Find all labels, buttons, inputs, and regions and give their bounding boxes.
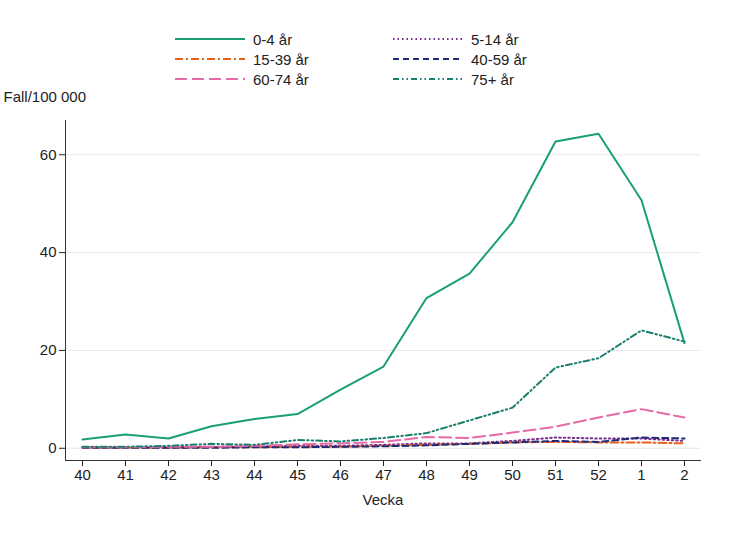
svg-text:Fall/100 000: Fall/100 000: [4, 88, 87, 105]
svg-text:40: 40: [74, 466, 91, 483]
svg-text:45: 45: [289, 466, 306, 483]
html-text:0-4 år: 0-4 år: [253, 30, 293, 48]
html-text:60-74 år: 60-74 år: [253, 70, 309, 88]
svg-text:51: 51: [547, 466, 564, 483]
svg-text:48: 48: [418, 466, 435, 483]
html-text:15-39 år: 15-39 år: [253, 50, 309, 68]
svg-text:0: 0: [48, 439, 56, 456]
svg-text:44: 44: [246, 466, 263, 483]
svg-text:40: 40: [40, 243, 57, 260]
svg-text:46: 46: [332, 466, 349, 483]
svg-text:Vecka: Vecka: [363, 491, 405, 508]
html-text:5-14 år: 5-14 år: [471, 30, 519, 48]
svg-text:47: 47: [375, 466, 392, 483]
svg-text:52: 52: [590, 466, 607, 483]
svg-text:60: 60: [40, 146, 57, 163]
html-text:40-59 år: 40-59 år: [471, 50, 527, 68]
svg-text:2: 2: [680, 466, 688, 483]
svg-text:41: 41: [117, 466, 134, 483]
svg-text:1: 1: [637, 466, 645, 483]
svg-text:49: 49: [461, 466, 478, 483]
svg-text:42: 42: [160, 466, 177, 483]
svg-text:43: 43: [203, 466, 220, 483]
svg-text:20: 20: [40, 341, 57, 358]
svg-text:50: 50: [504, 466, 521, 483]
html-text:75+ år: 75+ år: [471, 70, 514, 88]
